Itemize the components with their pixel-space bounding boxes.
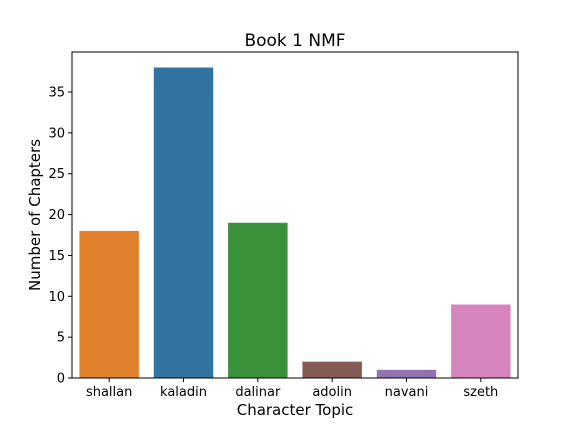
plot-frame — [71, 51, 519, 379]
bars-group — [79, 67, 511, 379]
bar-dalinar — [228, 222, 288, 378]
y-tick-label-25: 25 — [48, 167, 65, 182]
x-tick-label-adolin: adolin — [312, 385, 352, 400]
x-axis-label: Character Topic — [237, 401, 354, 419]
bar-navani — [376, 369, 437, 378]
y-tick-label-35: 35 — [48, 86, 65, 101]
bar-shallan — [79, 230, 139, 378]
x-tick-label-kaladin: kaladin — [160, 385, 207, 400]
x-tick-label-dalinar: dalinar — [235, 385, 281, 400]
y-axis: 0 5 10 15 20 25 30 35 — [48, 86, 72, 387]
bar-adolin — [302, 361, 362, 378]
bar-kaladin — [153, 67, 214, 379]
y-axis-label: Number of Chapters — [26, 139, 44, 291]
y-tick-label-30: 30 — [48, 126, 65, 141]
chart-title: Book 1 NMF — [244, 31, 345, 51]
x-axis: shallan kaladin dalinar adolin navani szeth — [86, 378, 498, 400]
y-tick-label-20: 20 — [48, 208, 65, 223]
bar-szeth — [451, 304, 511, 378]
y-tick-label-15: 15 — [48, 249, 65, 264]
y-tick-label-0: 0 — [57, 372, 65, 387]
x-tick-label-navani: navani — [385, 385, 429, 400]
y-tick-label-10: 10 — [48, 290, 65, 305]
x-tick-label-szeth: szeth — [463, 385, 498, 400]
x-tick-label-shallan: shallan — [86, 385, 132, 400]
y-tick-label-5: 5 — [57, 331, 65, 346]
